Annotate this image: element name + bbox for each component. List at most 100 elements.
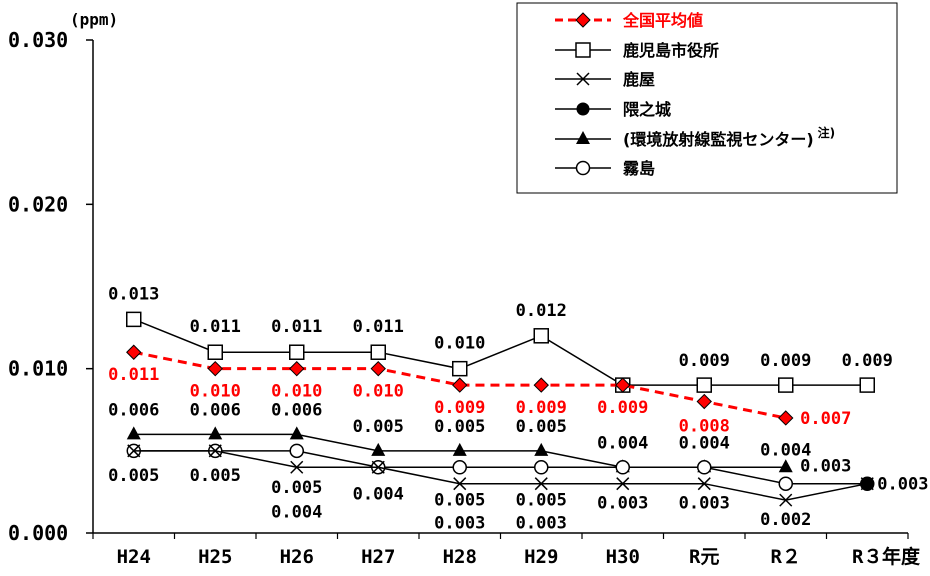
data-label: 0.009 — [760, 351, 811, 371]
data-labels: 0.011 0.010 0.010 0.010 0.009 0.009 0.009 0.008… — [108, 284, 928, 533]
data-point — [452, 460, 467, 475]
data-point — [778, 459, 793, 473]
legend-label: 隈之城 — [623, 100, 671, 119]
data-point — [289, 344, 305, 360]
data-point — [534, 477, 548, 491]
data-label: 0.004 — [271, 502, 322, 522]
unit-label: (ppm) — [70, 10, 118, 29]
legend-marker — [575, 42, 591, 58]
legend-box — [516, 2, 898, 194]
data-point — [208, 444, 222, 458]
data-label: 0.009 — [842, 351, 893, 371]
y-ticks: 0.000 0.010 0.020 0.030 — [8, 28, 93, 545]
data-point — [859, 377, 875, 393]
series-line — [133, 450, 868, 485]
data-point — [207, 360, 223, 377]
legend-marker — [576, 131, 590, 144]
x-tick-label: H29 — [524, 546, 558, 568]
data-point — [616, 477, 630, 491]
data-label: 0.005 — [434, 490, 485, 510]
legend-marker — [576, 102, 590, 116]
data-label: 0.004 — [679, 433, 730, 453]
data-point — [697, 477, 711, 491]
data-point — [452, 442, 467, 456]
legend-marker — [576, 72, 590, 86]
series-line — [133, 350, 787, 420]
data-point — [207, 344, 223, 360]
data-point — [370, 360, 386, 377]
x-tick-label: H27 — [361, 546, 395, 568]
data-point — [452, 377, 468, 393]
data-label: 0.006 — [271, 400, 322, 420]
x-tick-label: R２ — [771, 546, 801, 568]
data-point — [289, 360, 305, 377]
data-point — [371, 460, 385, 474]
data-label: 0.005 — [516, 417, 567, 437]
legend-marker — [575, 160, 591, 176]
data-label: 0.007 — [800, 409, 851, 429]
legend-label: 鹿屋 — [623, 70, 655, 89]
legend-label: 霧島 — [623, 159, 655, 178]
data-label: 0.011 — [108, 365, 159, 385]
data-point — [289, 443, 304, 459]
data-point — [696, 377, 712, 393]
data-label: 0.011 — [190, 317, 241, 337]
data-label: 0.003 — [597, 494, 648, 514]
legend-item: 鹿児島市役所 — [555, 41, 719, 60]
legend-item: 全国平均値 — [555, 11, 703, 30]
data-point — [208, 426, 223, 440]
data-point — [779, 493, 793, 507]
data-point — [533, 377, 549, 393]
data-label: 0.006 — [108, 400, 159, 420]
data-label: 0.009 — [516, 398, 567, 418]
data-label: 0.011 — [353, 317, 404, 337]
legend-marker — [575, 12, 591, 28]
data-point — [860, 477, 874, 491]
data-point — [452, 360, 468, 377]
data-label: 0.008 — [679, 417, 730, 437]
legend-item: 隈之城 — [555, 100, 671, 119]
data-label: 0.003 — [434, 514, 485, 534]
data-point — [126, 344, 142, 360]
x-tick-label: H25 — [198, 546, 232, 568]
data-point — [778, 410, 794, 426]
data-label: 0.005 — [516, 490, 567, 510]
data-point — [534, 460, 549, 475]
x-tick-label: H24 — [117, 546, 151, 568]
data-label: 0.012 — [516, 301, 567, 321]
x-tick-label: H26 — [280, 546, 314, 568]
data-point — [453, 477, 467, 491]
data-label: 0.005 — [271, 478, 322, 498]
y-tick-label: 0.000 — [8, 521, 68, 545]
data-point — [697, 460, 712, 475]
data-label: 0.013 — [108, 284, 159, 304]
data-label: 0.004 — [597, 433, 648, 453]
legend-label: (環境放射線監視センター) — [623, 130, 814, 149]
data-label: 0.004 — [353, 484, 404, 504]
data-label: 0.010 — [271, 382, 322, 402]
x-tick-label: H28 — [443, 546, 477, 568]
data-label: 0.006 — [190, 400, 241, 420]
x-axis-label: 年度 — [882, 545, 921, 568]
data-point — [290, 460, 304, 474]
data-point — [289, 426, 304, 440]
data-label: 0.011 — [271, 317, 322, 337]
data-point — [126, 426, 141, 440]
data-label: 0.003 — [516, 514, 567, 534]
data-label: 0.005 — [190, 466, 241, 486]
x-tick-label: R元 — [689, 546, 719, 568]
data-label: 0.010 — [353, 382, 404, 402]
data-point — [126, 311, 142, 328]
data-point — [778, 476, 793, 491]
data-point — [127, 444, 141, 458]
data-point — [533, 328, 549, 344]
legend-item: 鹿屋 — [555, 70, 655, 89]
legend-label: 全国平均値 — [622, 11, 703, 30]
data-label: 0.003 — [877, 475, 928, 495]
series-3 — [860, 477, 874, 491]
data-label: 0.003 — [800, 457, 851, 477]
data-point — [370, 344, 386, 360]
y-tick-label: 0.020 — [8, 192, 68, 216]
